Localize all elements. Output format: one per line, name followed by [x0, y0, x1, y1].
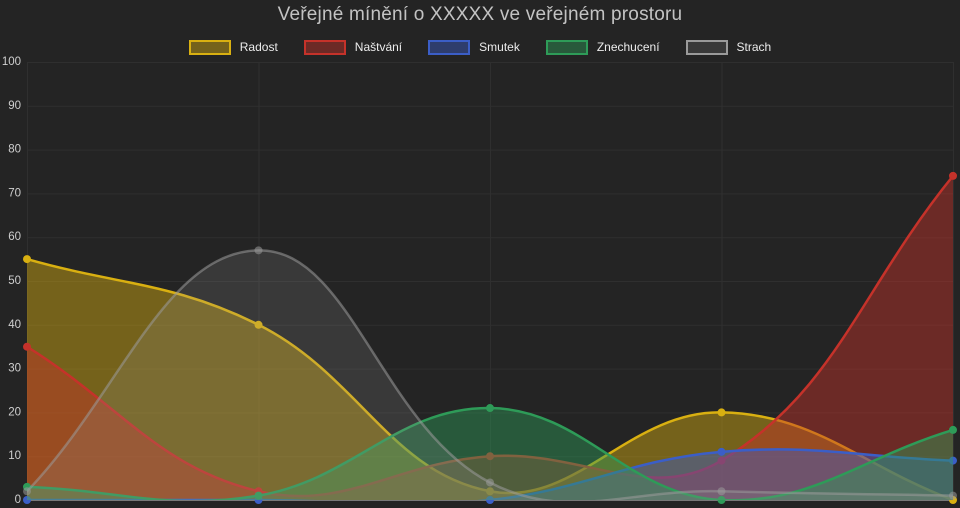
legend-item-znechuceni[interactable]: Znechucení: [545, 39, 660, 55]
legend-label: Smutek: [479, 40, 520, 54]
series-point[interactable]: [717, 456, 726, 465]
legend-swatch: [545, 39, 588, 55]
chart-legend: Radost Naštvání Smutek Znechucení Strach: [0, 39, 960, 55]
series-point[interactable]: [717, 496, 726, 504]
legend-item-strach[interactable]: Strach: [685, 39, 772, 55]
series-radost: [23, 255, 957, 504]
series-point[interactable]: [486, 404, 494, 413]
y-axis-tick-label: 10: [8, 450, 21, 462]
series-line: [27, 249, 953, 500]
legend-swatch: [428, 39, 471, 55]
y-axis-tick-label: 80: [8, 144, 21, 156]
legend-swatch: [685, 39, 728, 55]
series-point[interactable]: [717, 487, 726, 496]
series-line: [27, 174, 953, 498]
series-fill: [27, 408, 953, 500]
series-strach: [23, 246, 957, 500]
series-point[interactable]: [949, 425, 957, 434]
y-axis-tick-label: 50: [8, 275, 21, 287]
legend-swatch: [188, 39, 231, 55]
y-axis-tick-label: 0: [15, 494, 21, 506]
legend-item-radost[interactable]: Radost: [188, 39, 278, 55]
series-point[interactable]: [486, 487, 494, 496]
series-point[interactable]: [717, 447, 726, 456]
series-point[interactable]: [23, 487, 31, 496]
series-point[interactable]: [949, 171, 957, 180]
legend-label: Strach: [736, 40, 772, 54]
series-point[interactable]: [23, 255, 31, 264]
series-point[interactable]: [254, 320, 263, 329]
y-axis-tick-label: 20: [8, 406, 21, 418]
y-axis-tick-label: 40: [8, 319, 21, 331]
series-fill: [27, 259, 953, 500]
series-point[interactable]: [486, 478, 494, 487]
y-axis-tick-label: 90: [8, 100, 21, 112]
series-point[interactable]: [949, 491, 957, 500]
series-point[interactable]: [486, 496, 494, 504]
y-axis-tick-label: 60: [8, 231, 21, 243]
legend-label: Radost: [239, 40, 278, 54]
y-axis-tick-label: 70: [8, 187, 21, 199]
legend-item-smutek[interactable]: Smutek: [428, 39, 520, 55]
legend-swatch: [303, 39, 346, 55]
chart-title: Veřejné mínění o XXXXX ve veřejném prost…: [277, 4, 683, 25]
series-point[interactable]: [486, 452, 494, 461]
legend-label: Znechucení: [596, 40, 660, 54]
series-point[interactable]: [23, 342, 31, 351]
series-point[interactable]: [254, 491, 263, 500]
y-axis-labels: 0 10 20 30 40 50 60 70 80 90 100: [2, 56, 21, 506]
series-point[interactable]: [717, 408, 726, 417]
legend-item-nastvani[interactable]: Naštvání: [303, 39, 403, 55]
series-line: [27, 448, 953, 500]
series-point[interactable]: [23, 496, 31, 504]
legend-label: Naštvání: [354, 40, 403, 54]
series-fill: [27, 250, 953, 500]
y-axis-tick-label: 30: [8, 363, 21, 375]
series-point[interactable]: [949, 456, 957, 465]
series-point[interactable]: [254, 246, 263, 255]
y-axis-tick-label: 100: [2, 56, 21, 68]
